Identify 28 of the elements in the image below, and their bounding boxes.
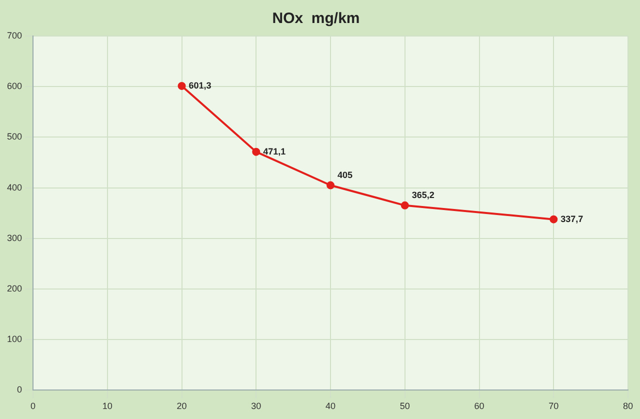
data-label: 405 <box>338 170 353 180</box>
point <box>400 201 409 210</box>
x-tick-label: 0 <box>30 401 36 412</box>
data-label: 601,3 <box>188 80 212 90</box>
point <box>178 82 186 90</box>
y-tick-label: 500 <box>6 132 22 142</box>
x-tick-label: 60 <box>474 401 484 412</box>
y-tick-label: 400 <box>6 182 22 192</box>
point <box>550 215 558 224</box>
data-label: 365,2 <box>412 190 434 200</box>
y-tick-label: 200 <box>6 283 22 294</box>
x-tick-label: 40 <box>326 401 336 412</box>
point <box>326 181 335 190</box>
y-tick-label: 600 <box>6 81 22 92</box>
data-label: 337,7 <box>560 214 584 224</box>
x-tick-label: 20 <box>176 401 187 412</box>
data-label: 471,1 <box>263 146 286 156</box>
y-tick-label: 300 <box>6 232 22 243</box>
y-tick-label: 0 <box>17 384 22 395</box>
x-tick-label: 50 <box>400 401 410 412</box>
y-tick-label: 100 <box>6 334 22 344</box>
x-tick-label: 10 <box>102 401 112 412</box>
x-tick-label: 30 <box>251 401 262 412</box>
x-tick-label: 80 <box>622 401 634 412</box>
x-tick-label: 70 <box>548 401 559 412</box>
chart-title: NOx mg/km <box>272 10 360 28</box>
y-tick-label: 700 <box>6 30 22 40</box>
point <box>252 148 260 156</box>
